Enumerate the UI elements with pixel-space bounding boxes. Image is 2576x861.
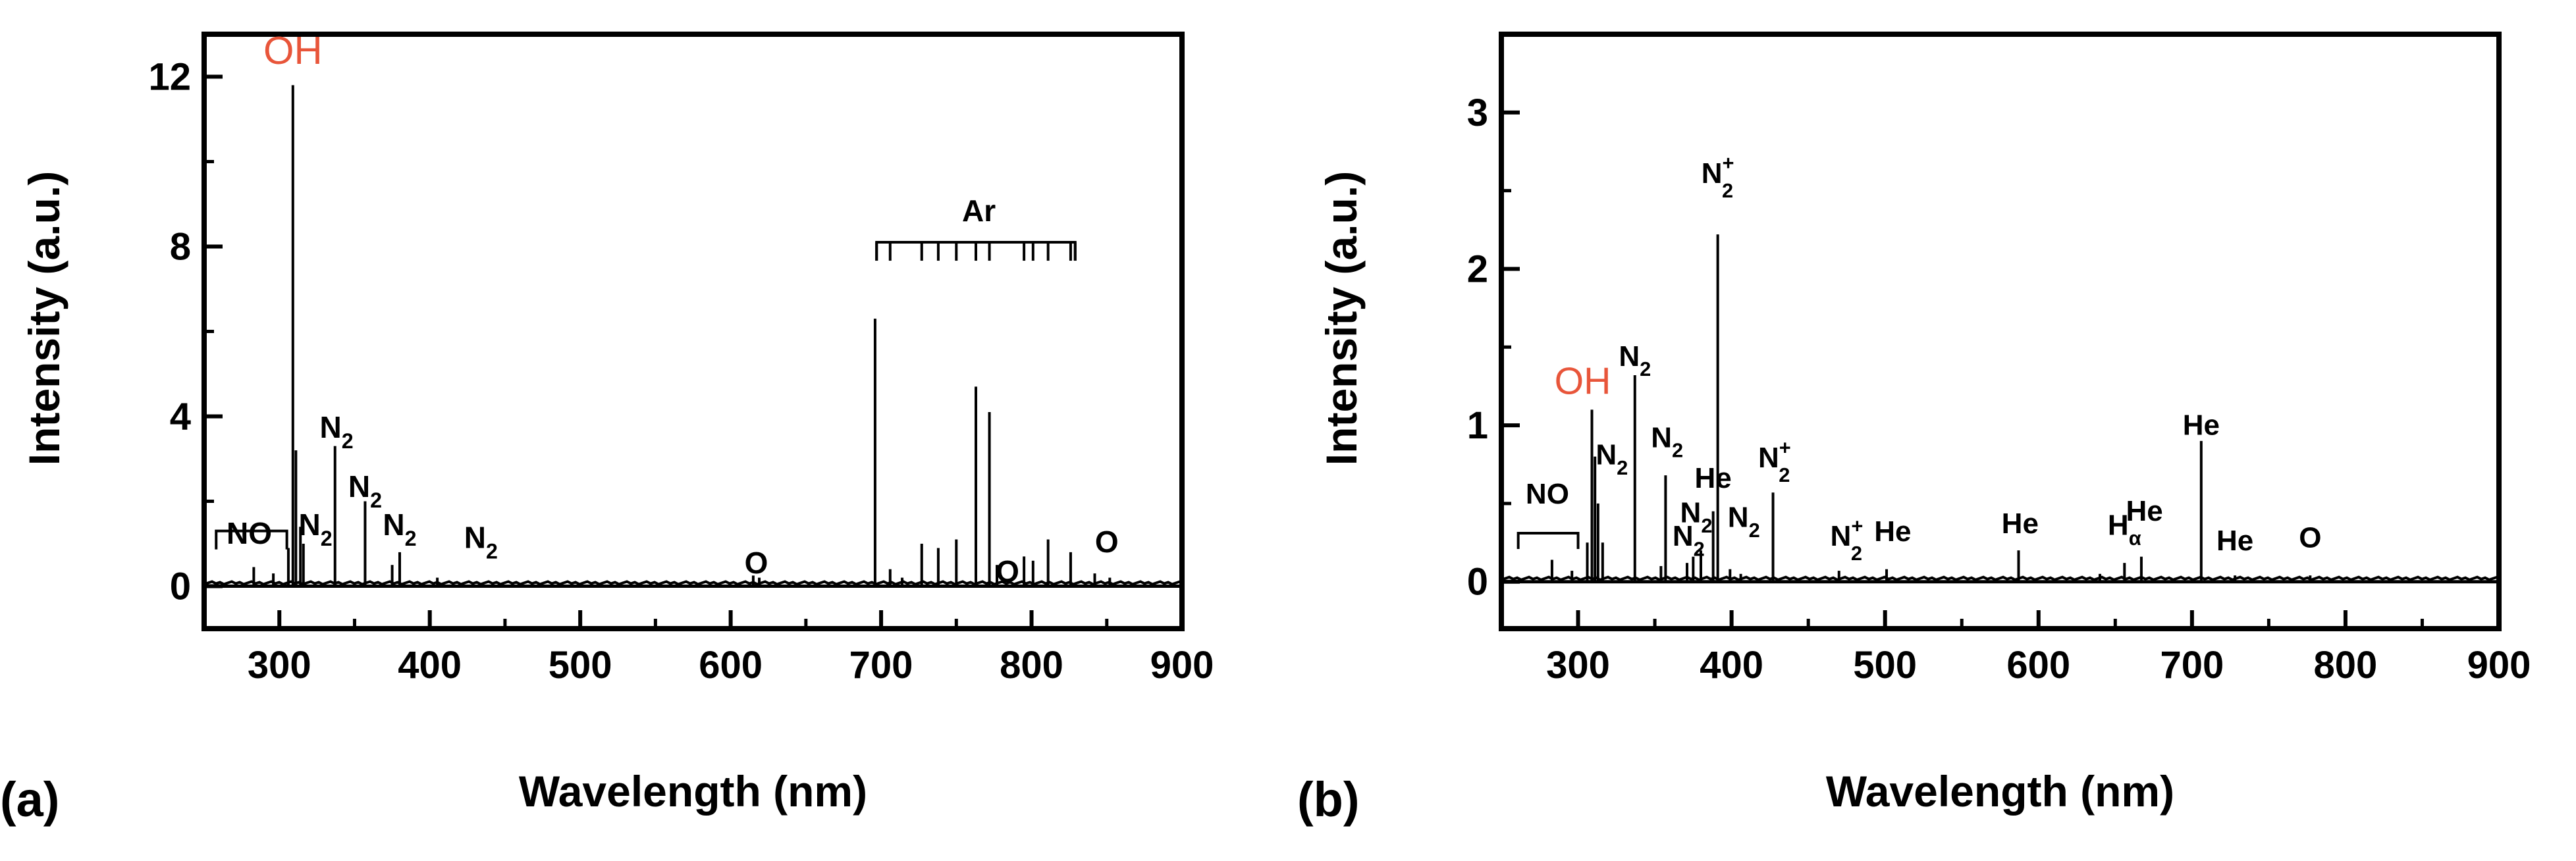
chart1-annotation-n-2: N2 [348,469,382,512]
chart1-annotation-n-2: N2 [298,508,332,550]
chart2-annotation-n-2: N2 [1596,438,1628,479]
chart2-annotation-n-2-plus: N+ 2 [1758,436,1791,486]
chart2-annotation-oh: OH [1555,361,1611,403]
chart2-x-tick-label: 600 [2006,644,2070,687]
panel-b: 300 400 500 600 700 800 900 0 1 2 3 Wavelength (nm)… [1297,32,2531,827]
chart2-annotation-n-2-plus: N+ 2 [1831,514,1864,565]
chart1-annotation-o: O [745,546,768,580]
chart1-y-tick-label: 8 [170,226,191,269]
chart1-annotation-n-2: N2 [319,410,353,453]
chart2-x-tick-label: 300 [1546,644,1610,687]
chart2-x-tick-label: 700 [2160,644,2224,687]
chart2-y-tick-label: 1 [1467,404,1488,447]
chart2-annotation-he: He [1695,462,1732,494]
chart1-y-tick-label: 12 [148,56,191,99]
chart2-annotation-n-2-plus: N+ 2 [1702,151,1734,202]
chart1-annotation-n-2: N2 [464,520,498,563]
chart1-x-tick-label: 700 [849,644,913,687]
chart1-x-tick-label: 400 [398,644,462,687]
chart2-y-tick-label: 3 [1467,91,1488,134]
chart2-bracket-no [1516,532,1580,550]
chart2-annotation-n-2: N2 [1651,421,1683,461]
chart2-y-axis-title: Intensity (a.u.) [1317,171,1366,465]
chart2-y-tick-label: 2 [1467,248,1488,290]
chart2-panel-label: (b) [1297,772,1360,827]
chart1-x-axis-title: Wavelength (nm) [519,767,867,816]
chart1-y-tick-label: 0 [170,565,191,608]
chart2-annotation-he: He [2126,495,2162,527]
chart2-annotation-he: He [2002,508,2039,540]
chart1-y-tick-label: 4 [170,396,191,438]
chart2-baseline [1501,575,2498,581]
chart2-x-tick-label: 500 [1853,644,1917,687]
chart2-annotation-he: He [2216,525,2253,557]
chart1-bracket-no [215,529,288,550]
panel-a: 300 400 500 600 700 800 900 0 4 8 12 Wavelength (nm… [0,28,1214,827]
chart2-y-tick-label: 0 [1467,561,1488,604]
chart2-annotation-h-α: Hα [2108,509,2141,549]
chart1-x-tick-label: 500 [549,644,612,687]
chart2-x-tick-label: 900 [2467,644,2531,687]
chart2-annotation-he: He [2183,409,2220,441]
chart2-x-tick-label: 800 [2314,644,2378,687]
chart1-x-tick-label: 600 [699,644,763,687]
chart1-y-axis-title: Intensity (a.u.) [20,171,68,465]
chart1-plot-frame [201,32,1185,631]
chart2-annotation-no: NO [1526,478,1569,510]
chart2-x-axis-title: Wavelength (nm) [1826,767,2174,816]
chart2-annotation-o: O [2299,521,2321,554]
chart1-annotation-o: O [996,554,1019,588]
chart2-annotation-n-2: N2 [1680,496,1713,536]
chart1-annotation-o: O [1095,525,1119,559]
chart1-annotation-no: NO [227,516,272,550]
chart2-annotation-n-2: N2 [1619,340,1651,380]
chart1-panel-label: (a) [0,772,59,827]
chart2-plot-frame [1499,32,2502,631]
chart1-x-tick-label: 300 [248,644,311,687]
chart1-x-tick-label: 800 [1000,644,1063,687]
chart2-annotation-n-2: N2 [1673,520,1705,560]
chart2-annotation-n-2: N2 [1728,502,1760,542]
chart1-annotation-ar: Ar [962,194,996,228]
chart2-x-tick-label: 400 [1700,644,1763,687]
chart1-annotation-oh: OH [263,28,323,72]
chart1-baseline [203,580,1181,586]
chart1-annotation-n-2: N2 [383,508,416,550]
chart2-annotation-he: He [1874,515,1911,548]
chart1-x-tick-label: 900 [1150,644,1214,687]
